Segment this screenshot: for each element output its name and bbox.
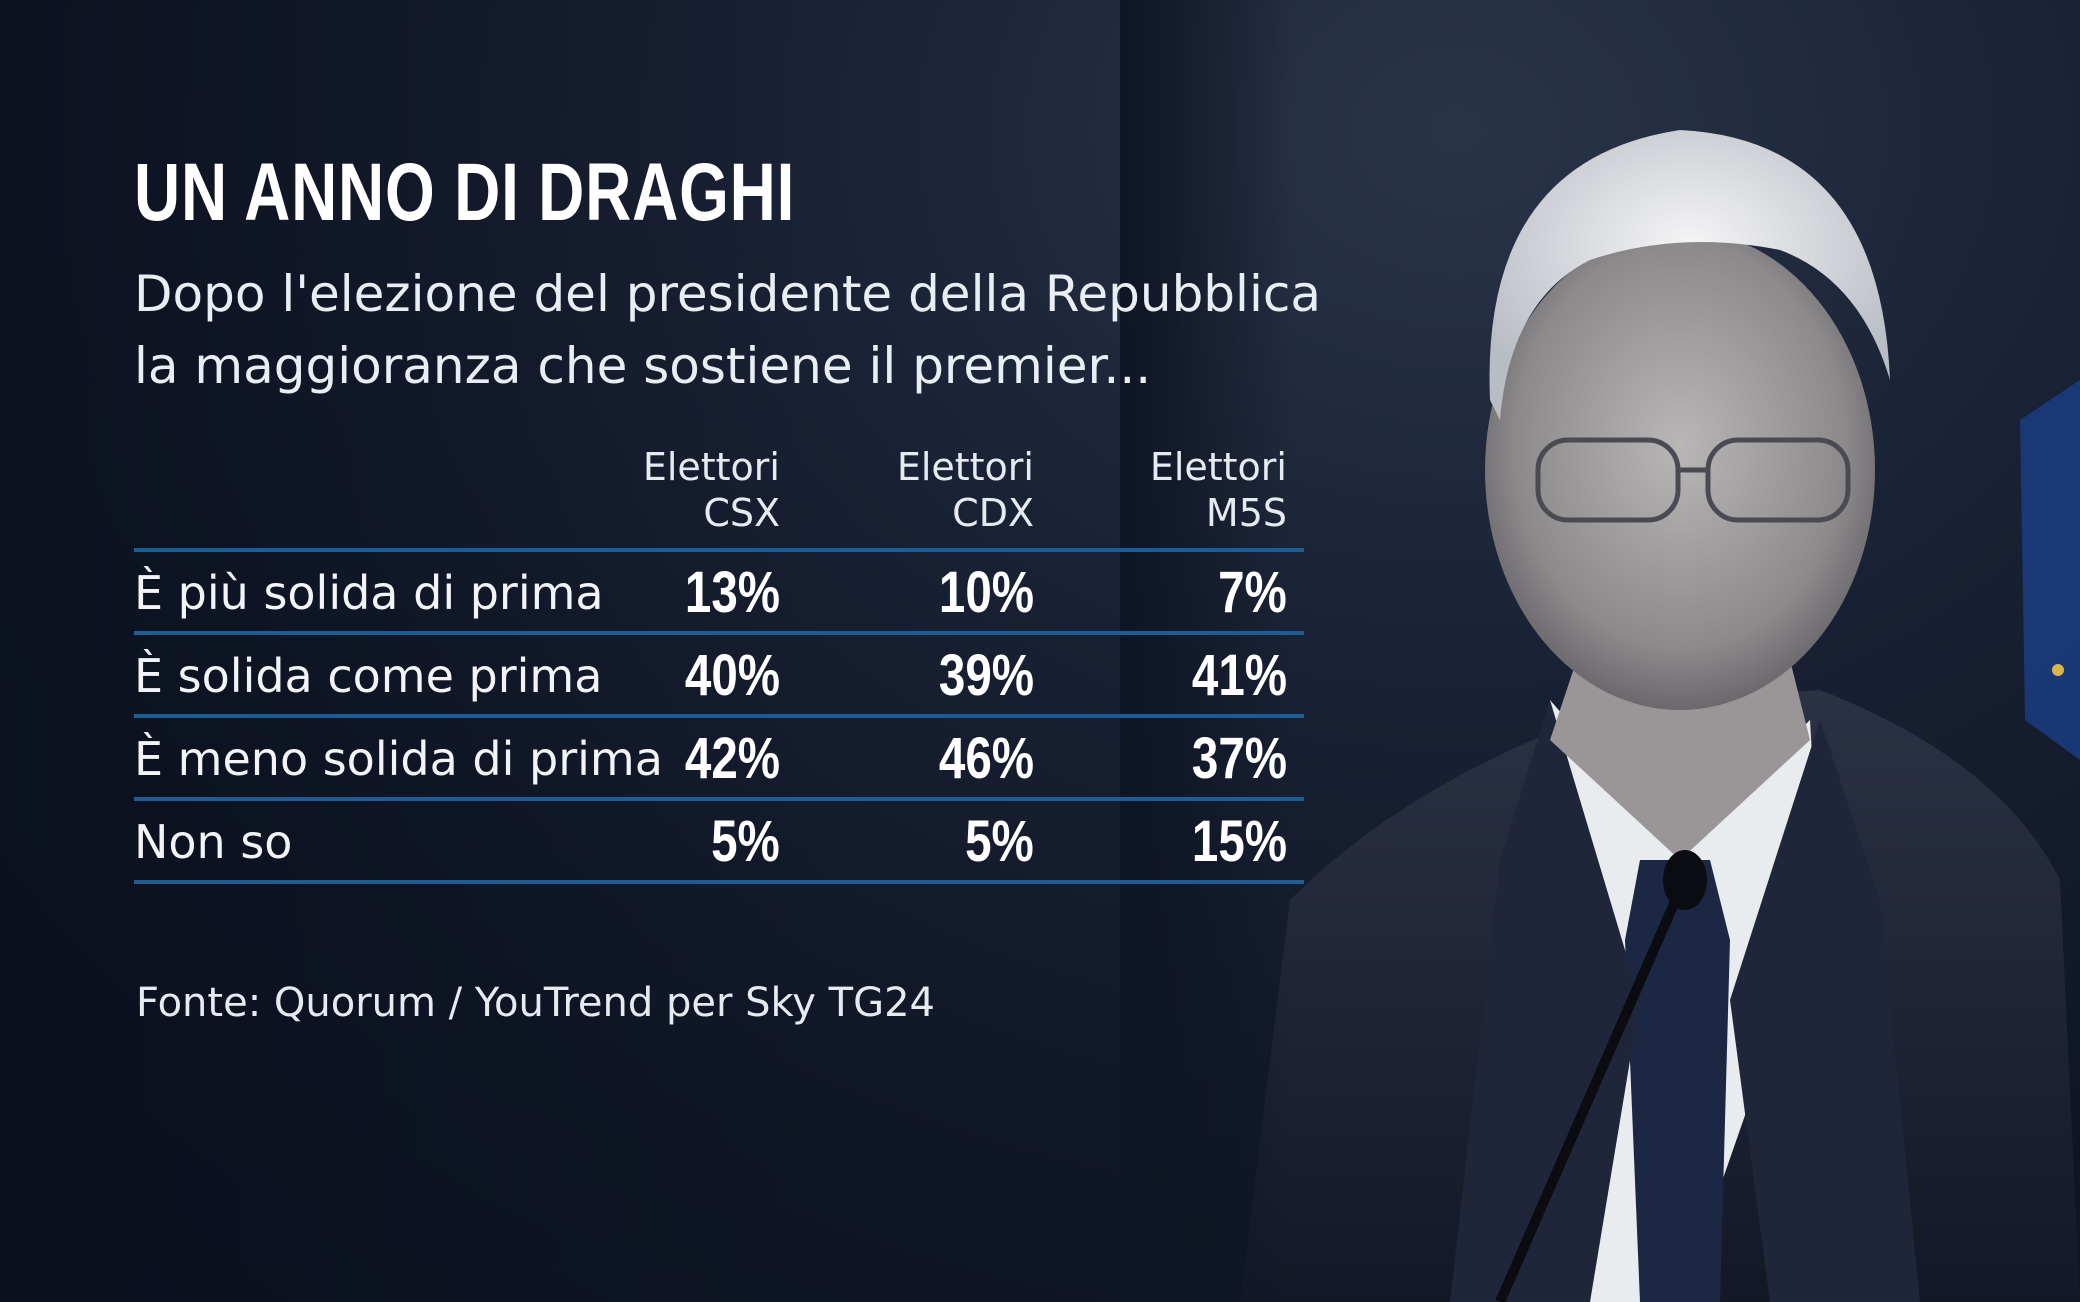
cell-value: 10% [938,560,1034,625]
results-table: Elettori CSX Elettori CDX Elettori M5S È… [134,444,1304,884]
subtitle-line-1: Dopo l'elezione del presidente della Rep… [134,265,1321,323]
column-header-m5s: Elettori M5S [1067,444,1287,536]
column-header-line: CSX [703,491,780,535]
column-header-line: M5S [1205,491,1287,535]
portrait-photo [1120,0,2080,1302]
value-cell: 13% [560,562,780,624]
table-row: Non so 5% 5% 15% [134,801,1304,884]
row-divider [134,714,1304,718]
chart-subtitle: Dopo l'elezione del presidente della Rep… [134,258,1534,402]
value-cell: 5% [814,811,1034,873]
cell-value: 15% [1191,809,1287,874]
table-row: È meno solida di prima 42% 46% 37% [134,718,1304,801]
cell-value: 7% [1218,560,1287,625]
value-cell: 41% [1067,645,1287,707]
subtitle-line-2: la maggioranza che sostiene il premier..… [134,337,1152,395]
column-header-cdx: Elettori CDX [814,444,1034,536]
cell-value: 5% [711,809,780,874]
row-divider [134,548,1304,552]
value-cell: 7% [1067,562,1287,624]
row-label: Non so [134,815,293,869]
column-header-csx: Elettori CSX [560,444,780,536]
chart-title: UN ANNO DI DRAGHI [134,147,796,238]
cell-value: 40% [684,643,780,708]
cell-value: 41% [1191,643,1287,708]
cell-value: 39% [938,643,1034,708]
column-header-line: Elettori [1149,445,1287,489]
cell-value: 46% [938,726,1034,791]
cell-value: 5% [965,809,1034,874]
row-divider [134,631,1304,635]
value-cell: 42% [560,728,780,790]
cell-value: 13% [684,560,780,625]
value-cell: 15% [1067,811,1287,873]
source-note: Fonte: Quorum / YouTrend per Sky TG24 [136,980,936,1026]
row-label: È meno solida di prima [134,732,663,786]
cell-value: 42% [684,726,780,791]
row-divider [134,880,1304,884]
column-header-line: Elettori [642,445,780,489]
table-header-row: Elettori CSX Elettori CDX Elettori M5S [134,444,1304,552]
row-label: È solida come prima [134,649,603,703]
value-cell: 46% [814,728,1034,790]
value-cell: 5% [560,811,780,873]
value-cell: 39% [814,645,1034,707]
value-cell: 10% [814,562,1034,624]
value-cell: 40% [560,645,780,707]
row-divider [134,797,1304,801]
column-header-line: Elettori [896,445,1034,489]
cell-value: 37% [1191,726,1287,791]
value-cell: 37% [1067,728,1287,790]
column-header-line: CDX [952,491,1034,535]
row-label: È più solida di prima [134,566,604,620]
table-row: È più solida di prima 13% 10% 7% [134,552,1304,635]
table-row: È solida come prima 40% 39% 41% [134,635,1304,718]
